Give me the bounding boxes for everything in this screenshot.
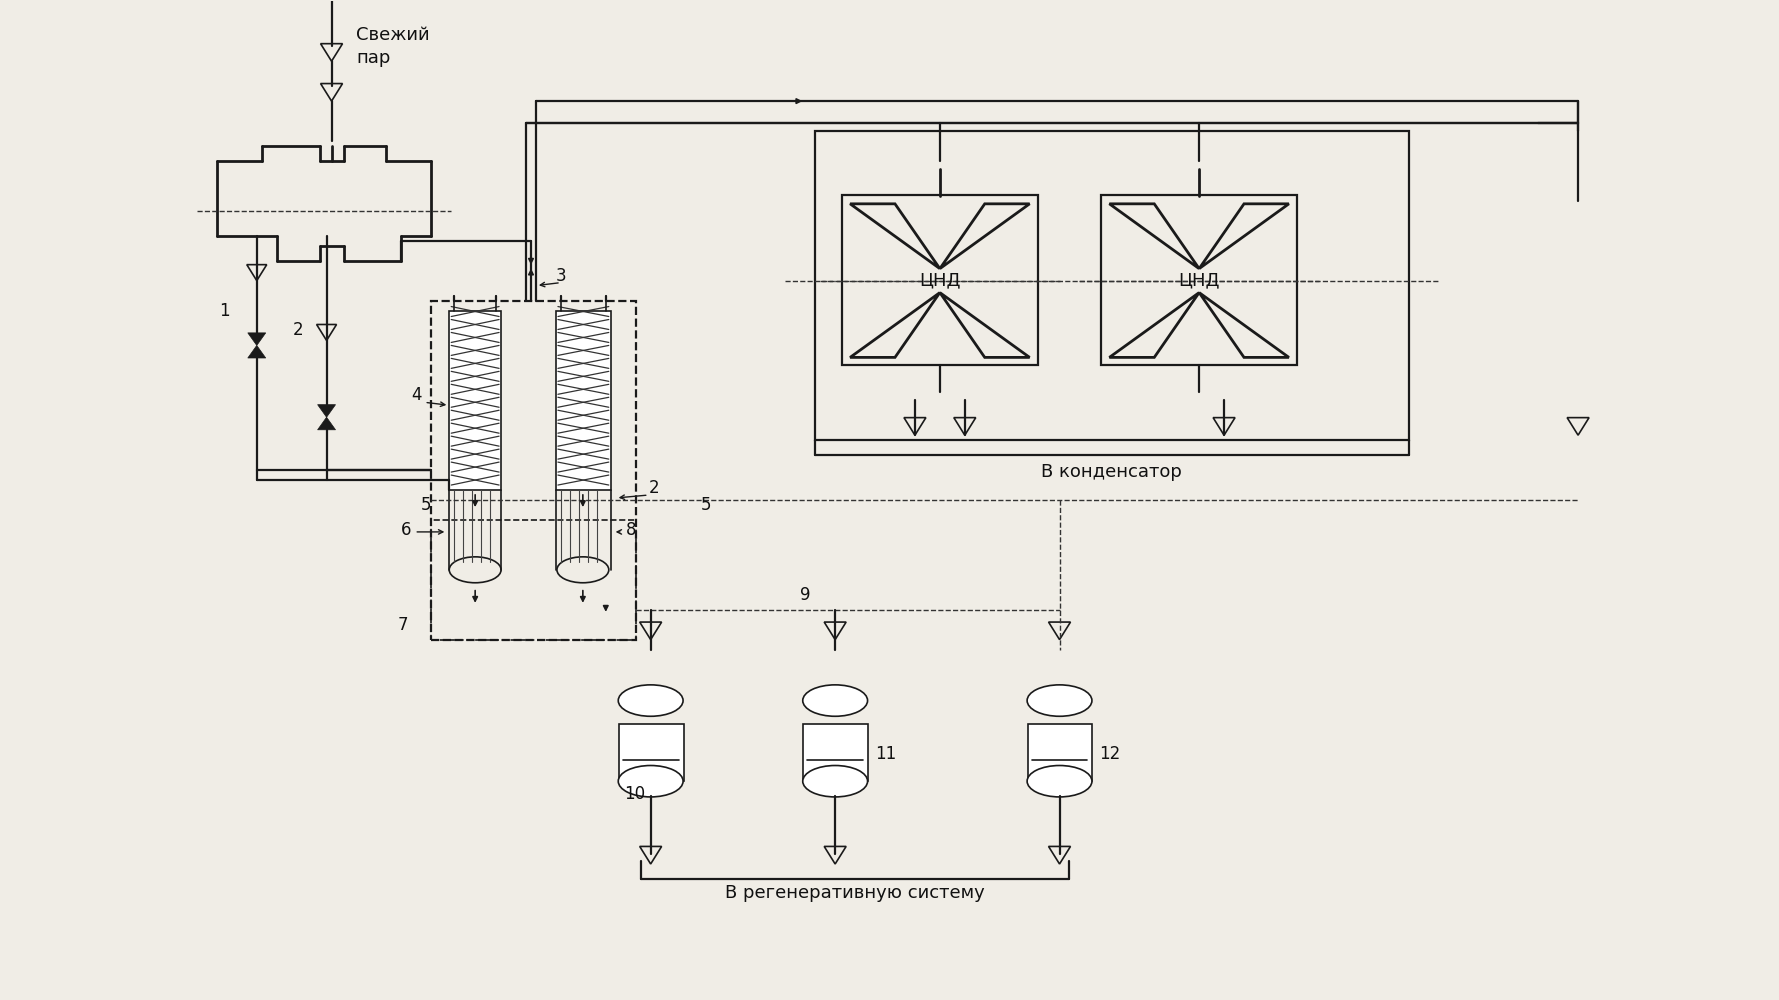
Text: 11: 11 xyxy=(875,745,897,763)
Polygon shape xyxy=(1110,293,1199,357)
Polygon shape xyxy=(939,204,1030,269)
Polygon shape xyxy=(247,345,265,358)
Text: ЦНД: ЦНД xyxy=(920,272,961,290)
Text: 10: 10 xyxy=(624,785,646,803)
Text: 6: 6 xyxy=(400,521,411,539)
Text: пар: пар xyxy=(356,49,391,67)
Bar xyxy=(1101,195,1297,365)
Polygon shape xyxy=(850,293,939,357)
Bar xyxy=(555,311,610,490)
Polygon shape xyxy=(247,333,265,345)
Text: 12: 12 xyxy=(1099,745,1121,763)
Text: ЦНД: ЦНД xyxy=(1178,272,1220,290)
Polygon shape xyxy=(318,405,336,417)
Bar xyxy=(804,724,868,781)
Text: 5: 5 xyxy=(422,496,431,514)
Bar xyxy=(815,131,1409,440)
Ellipse shape xyxy=(802,766,868,797)
Text: 4: 4 xyxy=(411,386,422,404)
Text: 7: 7 xyxy=(398,616,409,634)
Polygon shape xyxy=(1199,293,1290,357)
Bar xyxy=(450,311,502,490)
Bar xyxy=(1028,724,1092,781)
Text: 3: 3 xyxy=(555,267,566,285)
Text: 2: 2 xyxy=(649,479,660,497)
Ellipse shape xyxy=(1026,766,1092,797)
Bar xyxy=(619,724,683,781)
Text: 8: 8 xyxy=(626,521,637,539)
Polygon shape xyxy=(1199,204,1290,269)
Text: 2: 2 xyxy=(294,321,304,339)
Text: В регенеративную систему: В регенеративную систему xyxy=(726,884,986,902)
Polygon shape xyxy=(318,417,336,430)
Ellipse shape xyxy=(619,766,683,797)
Bar xyxy=(841,195,1037,365)
Polygon shape xyxy=(850,204,939,269)
Polygon shape xyxy=(939,293,1030,357)
Ellipse shape xyxy=(1026,685,1092,716)
Bar xyxy=(431,520,635,640)
Text: В конденсатор: В конденсатор xyxy=(1041,463,1181,481)
Ellipse shape xyxy=(619,685,683,716)
Ellipse shape xyxy=(802,685,868,716)
Text: 5: 5 xyxy=(701,496,712,514)
Bar xyxy=(431,301,635,640)
Text: Свежий: Свежий xyxy=(356,26,431,44)
Text: 9: 9 xyxy=(801,586,811,604)
Polygon shape xyxy=(1110,204,1199,269)
Text: 1: 1 xyxy=(219,302,229,320)
